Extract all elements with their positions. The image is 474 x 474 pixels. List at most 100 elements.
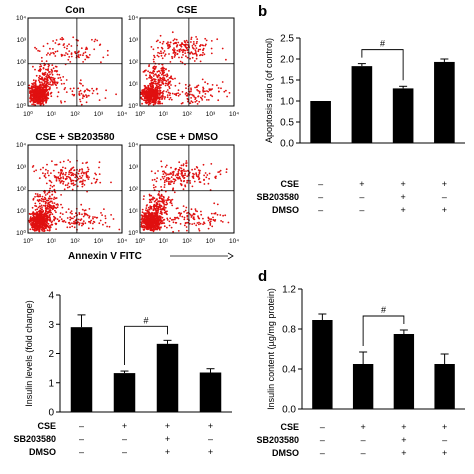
flow-x-tick-label: 10⁴	[229, 238, 239, 245]
flow-dot	[212, 218, 215, 221]
flow-dot	[208, 172, 211, 175]
flow-dot	[49, 81, 52, 83]
flow-dot	[152, 75, 155, 77]
flow-dot	[43, 225, 46, 228]
flow-dot	[184, 44, 187, 46]
flow-dot	[198, 228, 200, 230]
flow-dot	[94, 38, 97, 41]
treatment-sign: +	[208, 421, 213, 431]
treatment-sign: –	[79, 434, 84, 444]
flow-dot	[169, 201, 172, 204]
flow-dot	[147, 216, 149, 218]
flow-dot	[195, 47, 198, 49]
flow-dot	[50, 91, 53, 94]
flow-dot	[102, 223, 104, 226]
flow-dot	[199, 96, 202, 99]
flow-dot	[42, 67, 45, 69]
flow-dot	[61, 36, 63, 39]
flow-dot	[153, 214, 156, 217]
flow-dot	[156, 216, 159, 219]
flow-dot	[64, 173, 67, 176]
flow-dot	[52, 204, 55, 207]
flow-dot	[79, 175, 81, 178]
flow-dot	[180, 184, 183, 187]
flow-dot	[197, 95, 200, 98]
flow-dot	[32, 98, 35, 101]
flow-dots	[28, 36, 117, 106]
flow-dot	[189, 57, 192, 60]
flow-dot	[45, 217, 47, 220]
flow-dot	[53, 188, 56, 191]
flow-dot	[74, 173, 76, 176]
flow-dot	[165, 90, 168, 93]
treatment-sign: –	[359, 192, 364, 202]
flow-dot	[155, 198, 158, 201]
flow-dot	[152, 69, 155, 72]
flow-dot	[192, 175, 195, 178]
flow-dot	[184, 222, 187, 224]
flow-dot	[53, 198, 55, 201]
treatment-sign: –	[318, 205, 323, 215]
flow-dot	[47, 199, 50, 202]
flow-dot	[32, 165, 35, 167]
flow-dot	[34, 68, 36, 71]
flow-dot	[158, 74, 161, 77]
bar	[113, 373, 136, 412]
flow-dot	[59, 212, 62, 215]
flow-dot	[98, 44, 101, 46]
flow-x-tick-label: 10¹	[47, 111, 57, 118]
flow-dot	[145, 93, 148, 96]
flow-dot	[153, 216, 156, 219]
flow-dot	[71, 222, 73, 225]
flow-dot	[166, 94, 169, 96]
flow-dot	[73, 93, 76, 96]
flow-dot	[81, 171, 84, 173]
flow-dot	[140, 222, 143, 225]
flow-dot	[194, 86, 197, 89]
flow-dot	[56, 73, 59, 76]
flow-dot	[225, 89, 227, 92]
flow-dot	[140, 225, 143, 228]
flow-dot	[52, 48, 54, 50]
flow-dot	[146, 220, 149, 223]
flow-dot	[179, 223, 182, 225]
flow-dot	[34, 204, 36, 207]
flow-dot	[182, 188, 185, 191]
flow-x-tick-label: 10⁰	[135, 237, 145, 245]
flow-dot	[38, 85, 41, 88]
flow-dot	[141, 211, 144, 214]
flow-dot	[219, 173, 222, 176]
flow-dot	[82, 84, 84, 87]
flow-dot	[172, 230, 175, 233]
flow-dot	[210, 40, 213, 42]
flow-dot	[186, 46, 189, 49]
flow-dot	[88, 215, 91, 218]
treatment-sign: +	[442, 179, 447, 189]
flow-dot	[189, 214, 192, 216]
flow-dot	[155, 83, 158, 85]
flow-dot	[189, 52, 192, 55]
flow-dot	[155, 180, 158, 183]
flow-dot	[159, 206, 162, 209]
flow-dot	[153, 178, 156, 181]
flow-dot	[191, 185, 194, 188]
flow-dot	[47, 74, 50, 77]
flow-dot	[55, 81, 57, 84]
flow-dot	[199, 181, 202, 184]
flow-dot	[179, 215, 182, 217]
flow-dot	[47, 94, 50, 96]
flow-dot	[152, 221, 155, 223]
flow-y-tick-label: 10⁰	[128, 102, 138, 110]
flow-dot	[157, 209, 160, 212]
flow-dot	[160, 205, 163, 208]
flow-dot	[41, 60, 43, 62]
bar-chart-d: 0.0 0.4 0.8 1.2 Insulin content (µg/mg prote…	[256, 285, 465, 458]
flow-dot	[110, 214, 112, 216]
flow-dot	[79, 219, 82, 222]
flow-dot	[43, 221, 46, 224]
y-tick-label: 0	[48, 408, 54, 419]
flow-y-tick-label: 10²	[17, 59, 27, 66]
flow-dot	[173, 47, 175, 49]
flow-dot	[164, 53, 167, 56]
treatment-sign: +	[165, 434, 170, 444]
